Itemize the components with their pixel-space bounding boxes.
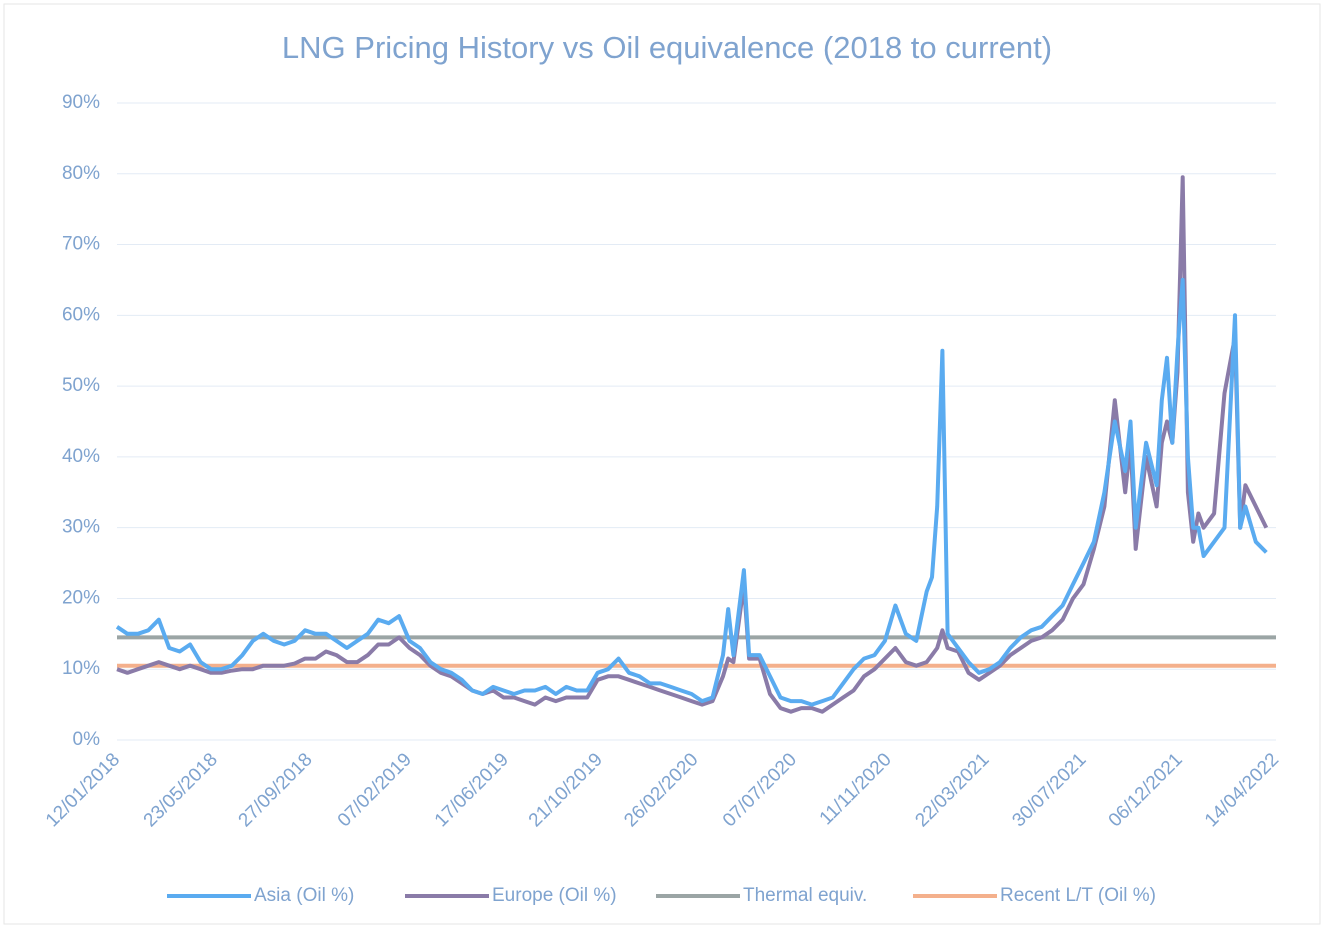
y-tick-label: 20%	[62, 587, 100, 608]
y-tick-label: 0%	[73, 729, 101, 750]
series-line	[115, 277, 1268, 707]
series-line	[116, 175, 1269, 714]
legend-label: Thermal equiv.	[743, 885, 867, 906]
legend-label: Recent L/T (Oil %)	[1000, 885, 1156, 906]
y-tick-label: 80%	[62, 163, 100, 184]
legend-label: Asia (Oil %)	[254, 885, 354, 906]
chart-title: LNG Pricing History vs Oil equivalence (…	[282, 30, 1052, 65]
legend-label: Europe (Oil %)	[492, 885, 617, 906]
y-tick-label: 70%	[62, 234, 100, 255]
y-tick-label: 40%	[62, 446, 100, 467]
y-tick-label: 50%	[62, 375, 100, 396]
chart-frame	[3, 3, 1321, 925]
y-tick-label: 10%	[62, 658, 100, 679]
y-tick-label: 60%	[62, 304, 100, 325]
y-tick-label: 30%	[62, 517, 100, 538]
y-tick-label: 90%	[62, 92, 100, 113]
